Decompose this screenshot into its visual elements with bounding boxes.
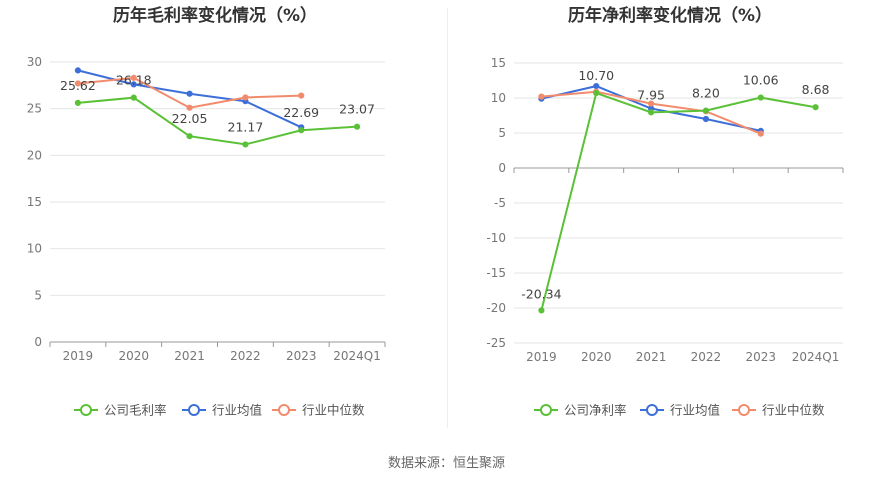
legend-swatch-marker <box>738 404 750 416</box>
data-label: 26.18 <box>116 73 152 88</box>
legend-label: 行业中位数 <box>762 403 825 418</box>
legend-label: 行业中位数 <box>302 403 365 418</box>
legend-swatch-marker <box>540 404 552 416</box>
data-label: 25.62 <box>60 78 96 93</box>
data-label: 8.20 <box>692 86 720 101</box>
legend-swatch-marker <box>646 404 658 416</box>
data-point <box>647 100 655 107</box>
y-tick-label: 15 <box>491 56 506 70</box>
data-point <box>593 90 600 97</box>
data-point <box>593 83 600 90</box>
y-tick-label: 5 <box>498 126 506 140</box>
data-point <box>757 130 764 137</box>
data-point <box>186 90 193 97</box>
y-tick-label: 0 <box>498 161 506 175</box>
legend-label: 公司净利率 <box>564 403 627 418</box>
y-tick-label: -5 <box>494 196 506 210</box>
data-point <box>130 94 137 101</box>
x-tick-label: 2019 <box>526 350 557 364</box>
data-point <box>353 123 361 130</box>
y-tick-label: -10 <box>486 231 506 245</box>
data-label: 8.68 <box>802 82 830 97</box>
legend-swatch-marker <box>278 404 290 416</box>
legend-swatch-marker <box>80 404 92 416</box>
data-point <box>242 94 249 101</box>
chart-title: 历年净利率变化情况（%） <box>568 5 772 26</box>
legend-swatch-marker <box>188 404 200 416</box>
x-tick-label: 2022 <box>691 350 722 364</box>
data-point <box>74 67 82 74</box>
legend-label: 行业均值 <box>670 403 720 418</box>
data-label: 7.95 <box>637 87 665 102</box>
y-tick-label: 10 <box>27 242 42 256</box>
data-point <box>812 104 819 111</box>
y-tick-label: 25 <box>27 102 42 116</box>
net-margin-chart: 历年净利率变化情况（%） 15 10 5 0 -5 -10 -15 -20 -25 2019 2020… <box>486 5 844 418</box>
legend-label: 行业均值 <box>212 403 262 418</box>
x-tick-label: 2020 <box>581 350 612 364</box>
data-label: 10.70 <box>578 68 614 83</box>
y-tick-label: 15 <box>27 195 42 209</box>
data-source-note: 数据来源：恒生聚源 <box>387 456 505 471</box>
x-tick-label: 2024Q1 <box>333 349 381 363</box>
data-point <box>74 99 82 106</box>
data-point <box>702 115 710 123</box>
data-point <box>130 81 137 88</box>
x-tick-label: 2021 <box>174 349 205 363</box>
y-tick-label: -15 <box>486 266 506 280</box>
x-tick-label: 2021 <box>636 350 667 364</box>
data-label: 10.06 <box>743 73 779 88</box>
chart-title: 历年毛利率变化情况（%） <box>113 5 317 26</box>
y-tick-label: 5 <box>34 288 42 302</box>
data-point <box>242 141 249 148</box>
y-tick-label: 30 <box>27 55 42 69</box>
data-label: 21.17 <box>228 119 264 134</box>
data-point <box>647 109 655 116</box>
y-tick-label: -25 <box>486 336 506 350</box>
data-label: 23.07 <box>339 102 375 117</box>
data-label: -20.34 <box>521 286 561 301</box>
series-line <box>77 96 358 146</box>
data-label: 22.05 <box>172 111 208 126</box>
data-point <box>702 107 710 114</box>
y-tick-label: 0 <box>34 335 42 349</box>
y-tick-label: 10 <box>491 91 506 105</box>
x-tick-label: 2023 <box>745 350 776 364</box>
x-tick-label: 2019 <box>63 349 94 363</box>
data-point <box>298 127 305 134</box>
x-tick-label: 2022 <box>230 349 261 363</box>
y-tick-label: 20 <box>27 148 42 162</box>
data-point <box>130 74 137 81</box>
data-label: 22.69 <box>283 105 319 120</box>
data-point <box>538 93 545 100</box>
y-tick-label: -20 <box>486 301 506 315</box>
chart-divider <box>447 8 448 428</box>
data-point <box>298 92 305 99</box>
data-point <box>757 94 764 101</box>
x-tick-label: 2020 <box>118 349 149 363</box>
legend-label: 公司毛利率 <box>104 403 167 418</box>
data-point <box>186 104 193 111</box>
x-tick-label: 2024Q1 <box>792 350 840 364</box>
x-tick-label: 2023 <box>286 349 317 363</box>
data-point <box>538 307 545 314</box>
series-line <box>540 91 816 311</box>
data-point <box>186 133 193 140</box>
data-point <box>74 80 82 87</box>
gross-margin-chart: 历年毛利率变化情况（%） 0 5 10 15 20 25 30 2019 2020 2021 2022… <box>27 5 386 418</box>
